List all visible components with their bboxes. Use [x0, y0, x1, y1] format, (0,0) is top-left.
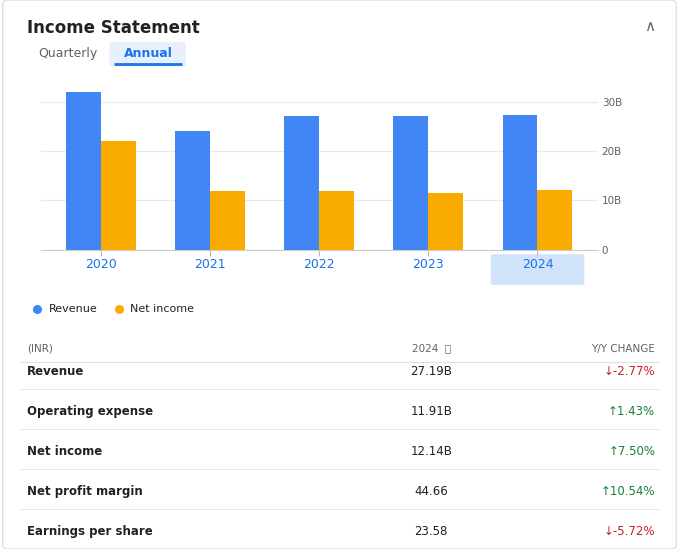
Text: ∧: ∧: [644, 19, 655, 34]
Text: Y/Y CHANGE: Y/Y CHANGE: [591, 344, 655, 354]
Text: 2021: 2021: [194, 258, 226, 271]
FancyBboxPatch shape: [3, 0, 676, 549]
Text: Annual: Annual: [124, 47, 172, 60]
Text: Net income: Net income: [27, 445, 103, 458]
Bar: [100, 141, 136, 250]
Text: 27.19B: 27.19B: [410, 365, 452, 378]
Text: Net income: Net income: [130, 304, 194, 314]
Text: ↑10.54%: ↑10.54%: [601, 485, 655, 498]
Text: ↓-5.72%: ↓-5.72%: [604, 525, 655, 539]
Text: ↓-2.77%: ↓-2.77%: [604, 365, 655, 378]
Bar: [393, 116, 428, 250]
Text: Net profit margin: Net profit margin: [27, 485, 143, 498]
Bar: [502, 115, 538, 250]
Bar: [66, 92, 100, 250]
Bar: [319, 191, 354, 250]
FancyBboxPatch shape: [109, 42, 186, 66]
Text: Quarterly: Quarterly: [38, 47, 98, 60]
Text: 2024  ⓘ: 2024 ⓘ: [411, 344, 451, 354]
Text: 2024: 2024: [521, 258, 553, 271]
Text: (INR): (INR): [27, 344, 53, 354]
Text: 2023: 2023: [412, 258, 444, 271]
Text: Revenue: Revenue: [27, 365, 84, 378]
Text: Revenue: Revenue: [49, 304, 98, 314]
Text: Earnings per share: Earnings per share: [27, 525, 153, 539]
Text: 44.66: 44.66: [414, 485, 448, 498]
Bar: [210, 191, 245, 250]
Text: ↑7.50%: ↑7.50%: [608, 445, 655, 458]
Text: 2020: 2020: [85, 258, 117, 271]
Text: ↑1.43%: ↑1.43%: [608, 405, 655, 418]
Bar: [285, 116, 319, 250]
FancyBboxPatch shape: [491, 254, 585, 285]
Text: Operating expense: Operating expense: [27, 405, 153, 418]
Bar: [538, 190, 572, 250]
Text: 12.14B: 12.14B: [410, 445, 452, 458]
Bar: [175, 131, 210, 250]
Text: 2022: 2022: [304, 258, 335, 271]
Bar: [428, 193, 463, 250]
Text: 11.91B: 11.91B: [410, 405, 452, 418]
Text: Income Statement: Income Statement: [27, 19, 200, 37]
Text: 23.58: 23.58: [414, 525, 448, 539]
